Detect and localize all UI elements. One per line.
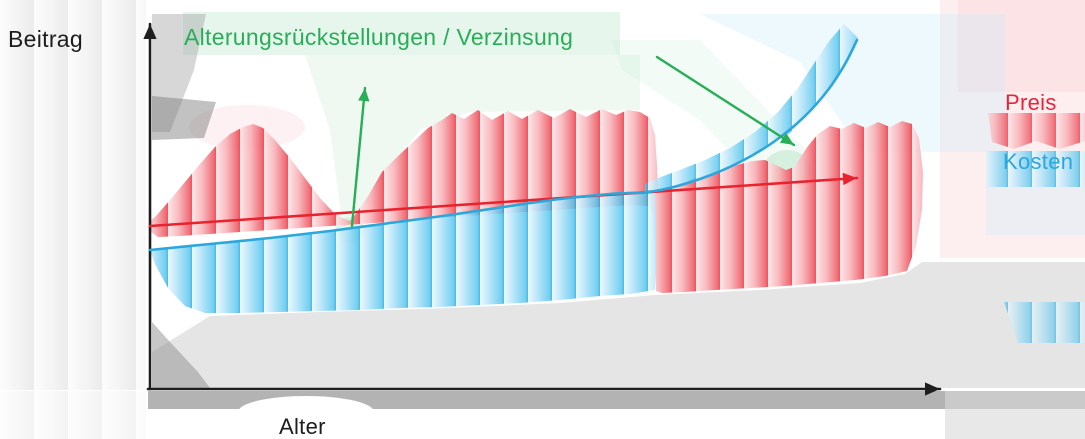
green-wash-wedge <box>305 55 640 222</box>
pink-wash-topright-2 <box>958 0 1085 92</box>
gray-blob-axis <box>152 96 216 140</box>
gray-corner-wedge <box>152 322 210 388</box>
costs-label: Kosten <box>1003 149 1074 174</box>
y-axis-label: Beitrag <box>8 26 83 52</box>
left-margin-artifact <box>0 0 146 390</box>
legend-swatch-preis <box>988 113 1085 149</box>
x-axis-line-arrowhead <box>925 382 940 396</box>
curves-and-axes <box>143 22 942 396</box>
blue-wash-right-of-curve <box>700 14 1005 152</box>
annotation-arrow-up-arrowhead <box>358 88 370 102</box>
annotation-arrow-down-arrowhead <box>779 133 794 145</box>
annotation-arrow-down <box>655 55 796 147</box>
cost-curve <box>148 38 859 252</box>
annotation-label: Alterungsrückstellungen / Verzinsung <box>184 24 574 50</box>
alter-label-halo <box>238 396 374 428</box>
gray-floor <box>152 262 1085 388</box>
price-line <box>148 176 859 228</box>
left-margin-artifact-bottom <box>0 391 146 439</box>
blue-patch-bottom-right <box>1004 302 1085 343</box>
gray-wedge-axis-top <box>152 14 206 132</box>
price-label: Preis <box>1005 90 1057 115</box>
gray-band-below-axis <box>148 391 1085 409</box>
x-axis-label: Alter <box>279 414 326 439</box>
gray-below-axis-right <box>945 391 1085 439</box>
costs-marker-band-upper <box>645 24 858 196</box>
costs-marker-band-lower <box>150 191 656 313</box>
price-line-arrowhead <box>842 172 857 186</box>
annotation-arrow-up <box>350 86 367 228</box>
green-wash-text-band <box>183 12 620 55</box>
y-axis-line-arrowhead <box>143 24 157 39</box>
green-wash-arrow2 <box>612 40 806 195</box>
legend-swatch-kosten <box>986 151 1085 187</box>
blue-wash-under-kosten <box>986 187 1085 235</box>
